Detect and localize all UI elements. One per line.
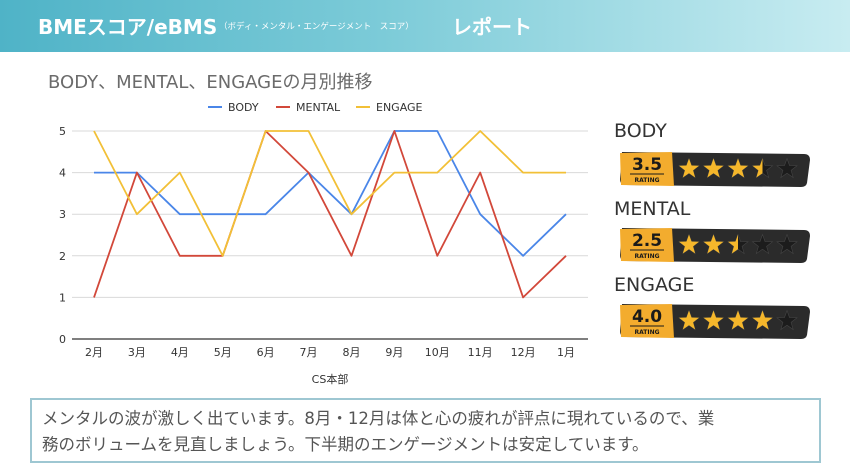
comment-box: メンタルの波が激しく出ています。8月・12月は体と心の疲れが評点に現れているので… — [30, 398, 821, 463]
comment-line-2: 務のボリュームを見直しましょう。下半期のエンゲージメントは安定しています。 — [42, 435, 649, 454]
series-line-mental — [93, 130, 567, 299]
star-fill — [679, 234, 699, 254]
star-fill — [679, 158, 699, 178]
rating-badge-gold — [620, 304, 674, 338]
x-tick-label: 1月 — [557, 346, 575, 359]
report-label: レポート — [452, 15, 532, 39]
rating-badge-engage: 4.0 RATING — [620, 304, 810, 339]
x-tick-label: 11月 — [468, 346, 493, 359]
star-fill — [728, 158, 748, 178]
star-fill — [752, 310, 773, 330]
rating-badge-mental: 2.5 RATING — [620, 228, 810, 263]
legend-label-mental: MENTAL — [296, 101, 341, 114]
series-line-body — [94, 130, 567, 257]
report-title: BMEスコア/eBMS — [38, 15, 218, 39]
x-tick-label: 2月 — [85, 346, 103, 359]
star-icon — [776, 233, 798, 255]
rating-caption: RATING — [634, 177, 659, 184]
legend-label-engage: ENGAGE — [376, 101, 423, 114]
y-tick-label: 3 — [59, 208, 66, 221]
chart-title: BODY、MENTAL、ENGAGEの月別推移 — [48, 72, 373, 93]
rating-badge-body: 3.5 RATING — [620, 152, 810, 187]
star-fill — [703, 310, 724, 330]
legend-label-body: BODY — [228, 101, 259, 114]
x-tick-label: 6月 — [257, 346, 275, 359]
star-icon — [776, 157, 798, 179]
star-fill — [703, 234, 724, 254]
x-tick-label: 5月 — [214, 346, 232, 359]
rating-badge-gold — [620, 152, 674, 186]
rating-score: 3.5 — [632, 155, 662, 175]
x-tick-label: 10月 — [425, 346, 450, 359]
star-fill — [752, 158, 763, 178]
x-axis-label: CS本部 — [312, 372, 349, 386]
y-tick-label: 0 — [59, 333, 66, 346]
star-fill — [679, 310, 699, 330]
star-fill — [728, 234, 738, 254]
rating-badge-gold — [620, 228, 674, 262]
x-tick-label: 7月 — [300, 346, 318, 359]
x-tick-label: 3月 — [128, 346, 146, 359]
rating-label-body: BODY — [614, 120, 667, 142]
star-fill — [728, 310, 748, 330]
y-tick-label: 4 — [59, 167, 66, 180]
star-icon — [751, 233, 774, 255]
rating-label-mental: MENTAL — [614, 198, 691, 220]
rating-label-engage: ENGAGE — [614, 274, 695, 296]
star-icon — [776, 309, 798, 331]
report-header: BMEスコア/eBMS （ボディ・メンタル・エンゲージメント スコア） レポート — [0, 0, 850, 52]
x-tick-label: 9月 — [385, 346, 403, 359]
y-tick-label: 1 — [59, 291, 66, 304]
y-tick-label: 2 — [59, 250, 66, 263]
x-tick-label: 8月 — [342, 346, 360, 359]
star-fill — [703, 158, 724, 178]
y-tick-label: 5 — [59, 125, 66, 138]
series-line-engage — [93, 130, 566, 257]
x-tick-label: 12月 — [511, 346, 536, 359]
rating-caption: RATING — [634, 329, 659, 336]
comment-line-1: メンタルの波が激しく出ています。8月・12月は体と心の疲れが評点に現れているので… — [42, 409, 715, 428]
line-chart: 0 1 2 3 4 5 2月 3月 4月 5月 6月 7月 8月 9月 10月 11月 12月 1月 CS本部 BOD… — [59, 101, 588, 386]
rating-score: 4.0 — [632, 307, 662, 327]
x-tick-label: 4月 — [171, 346, 189, 359]
report-subtitle: （ボディ・メンタル・エンゲージメント スコア） — [219, 22, 414, 32]
rating-score: 2.5 — [632, 231, 662, 251]
rating-caption: RATING — [634, 253, 659, 260]
